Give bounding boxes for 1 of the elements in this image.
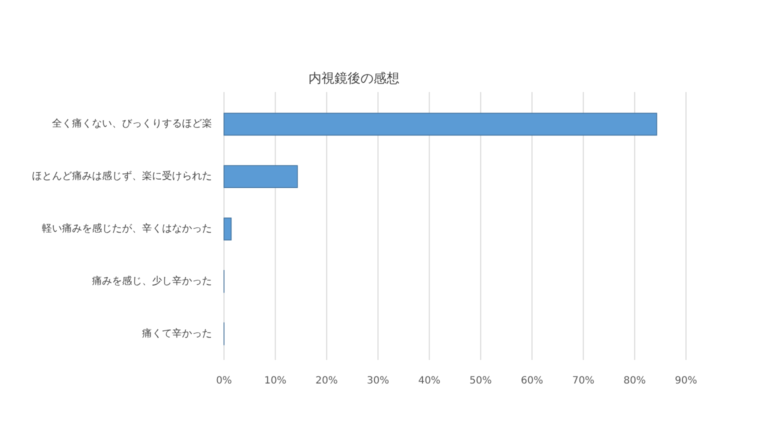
- title: 内視鏡後の感想: [308, 72, 400, 86]
